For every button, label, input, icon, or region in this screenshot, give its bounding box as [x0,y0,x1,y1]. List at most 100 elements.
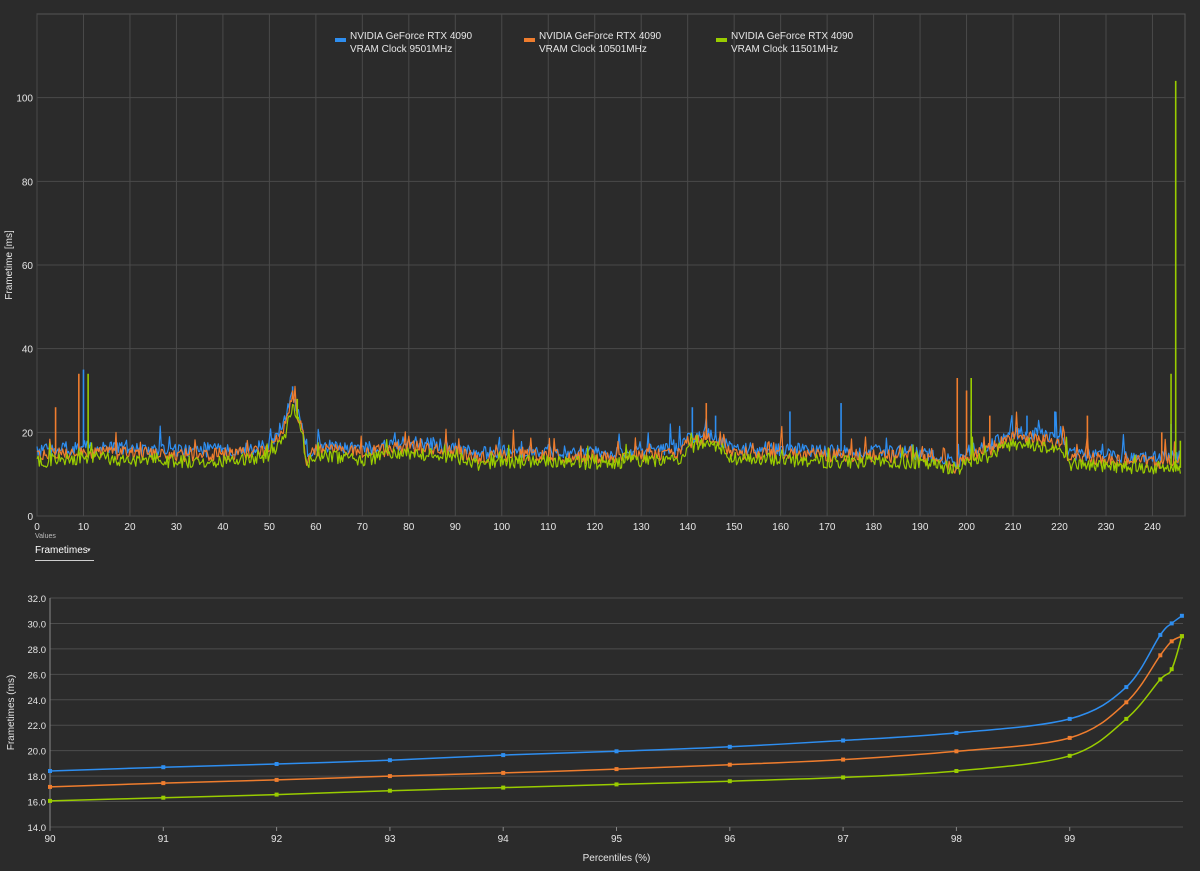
percentile-point [48,798,52,803]
percentile-point [1169,621,1174,626]
percentile-point [1158,653,1163,658]
y-tick-label: 20 [22,428,34,439]
percentile-point [501,753,506,758]
percentile-point [48,784,52,789]
percentile-point [1179,613,1184,618]
percentile-point [1124,685,1129,690]
x-tick-label: 170 [819,522,836,533]
y-tick-label: 24.0 [28,696,47,707]
percentile-point [1067,716,1072,721]
percentile-point [1158,677,1163,682]
legend-swatch-1 [335,38,346,42]
y-tick-label: 16.0 [28,798,47,809]
y-tick-label: 100 [16,94,33,105]
x-tick-label: 120 [586,522,603,533]
percentile-point [1169,667,1174,672]
percentile-point [501,785,506,790]
percentile-point [387,774,392,779]
y-tick-label: 32.0 [28,594,47,605]
y-tick-label: 22.0 [28,721,47,732]
percentile-point [841,775,846,780]
x-tick-label: 20 [124,522,136,533]
percentile-point [841,738,846,743]
percentile-point [1124,716,1129,721]
percentile-point [274,762,279,766]
x-tick-label: 96 [724,834,736,845]
percentile-point [161,795,166,800]
legend-swatch-2 [524,38,535,42]
x-tick-label: 150 [726,522,743,533]
x-tick-label: 97 [838,834,850,845]
chevron-down-icon: ▾ [87,547,91,554]
y-axis-label: Frametimes (ms) [6,675,17,751]
x-tick-label: 200 [958,522,975,533]
percentile-point [727,779,732,784]
y-tick-label: 18.0 [28,772,47,783]
y-tick-label: 14.0 [28,823,47,834]
x-tick-label: 190 [912,522,929,533]
percentile-point [614,749,619,754]
y-tick-label: 30.0 [28,619,47,630]
x-tick-label: 100 [493,522,510,533]
percentile-point [954,749,959,754]
x-tick-label: 91 [158,834,170,845]
x-tick-label: 230 [1098,522,1115,533]
percentile-point [1067,753,1072,758]
x-tick-label: 99 [1064,834,1076,845]
x-tick-label: 50 [264,522,276,533]
percentile-point [1067,735,1072,740]
percentile-point [387,788,392,793]
x-tick-label: 92 [271,834,283,845]
x-tick-label: 220 [1051,522,1068,533]
percentile-point [501,770,506,775]
x-tick-label: 210 [1005,522,1022,533]
percentile-point [954,769,959,773]
y-axis-label: Frametime [ms] [4,230,15,300]
y-tick-label: 28.0 [28,645,47,656]
y-tick-label: 60 [22,261,34,272]
x-tick-label: 110 [540,522,556,533]
percentile-point [727,762,732,767]
x-tick-label: 94 [498,834,510,845]
x-tick-label: 60 [310,522,322,533]
x-tick-label: 98 [951,834,963,845]
x-tick-label: 90 [450,522,462,533]
y-tick-label: 26.0 [28,670,47,681]
percentile-point [614,782,619,787]
x-tick-label: 70 [357,522,369,533]
percentile-series-1 [49,615,1183,772]
legend-label-2: NVIDIA GeForce RTX 4090 [539,31,662,42]
percentile-point [1124,700,1129,705]
percentile-chart: 14.0 16.0 18.0 20.0 22.0 24.0 26.0 28.0 30.0 32.0… [6,594,1184,864]
values-dropdown[interactable]: Values Frametimes ▾ [35,533,95,563]
percentile-point [841,757,846,762]
x-tick-label: 130 [633,522,650,533]
dropdown-underline [35,560,94,561]
x-tick-label: 40 [217,522,229,533]
percentile-point [1179,634,1184,639]
legend-label-3: NVIDIA GeForce RTX 4090 [731,31,854,42]
x-tick-label: 140 [679,522,696,533]
y-tick-label: 40 [22,345,34,356]
percentile-point [274,777,279,782]
legend-swatch-3 [716,38,727,42]
frametime-series-3 [36,403,1181,475]
x-tick-label: 10 [78,522,90,533]
x-tick-label: 30 [171,522,183,533]
values-dropdown-caption: Values [35,533,56,540]
percentile-point [614,767,619,772]
percentile-point [1169,639,1174,644]
percentile-point [387,758,392,763]
percentile-point [161,781,166,786]
x-tick-label: 90 [44,834,56,845]
percentile-point [48,769,52,773]
x-tick-label: 80 [403,522,415,533]
x-tick-label: 93 [384,834,396,845]
legend-sublabel-2: VRAM Clock 10501MHz [539,44,647,55]
x-tick-label: 0 [34,522,40,533]
legend-sublabel-3: VRAM Clock 11501MHz [731,44,838,55]
y-tick-label: 80 [22,177,34,188]
x-tick-label: 240 [1144,522,1161,533]
percentile-point [1158,632,1163,637]
